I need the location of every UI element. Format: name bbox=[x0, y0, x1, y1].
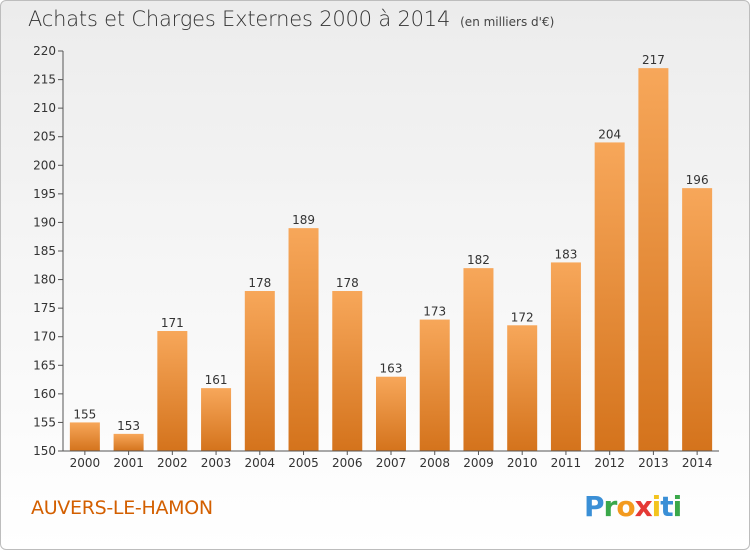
x-tick-label: 2000 bbox=[70, 456, 101, 470]
y-tick-label: 190 bbox=[33, 215, 56, 229]
proxiti-logo: Proxiti bbox=[584, 490, 682, 523]
y-tick-label: 180 bbox=[33, 273, 56, 287]
x-tick-label: 2014 bbox=[682, 456, 713, 470]
y-tick-label: 195 bbox=[33, 187, 56, 201]
bar-value-label: 189 bbox=[292, 213, 315, 227]
x-tick-label: 2011 bbox=[551, 456, 582, 470]
bar bbox=[113, 433, 144, 451]
x-tick-label: 2005 bbox=[288, 456, 319, 470]
bar bbox=[594, 142, 625, 451]
bar bbox=[682, 188, 713, 451]
x-tick-label: 2007 bbox=[376, 456, 407, 470]
x-tick-label: 2009 bbox=[463, 456, 494, 470]
bars: 155 153 171 161 178 189 178 163 173 182 172 183 204 2… bbox=[69, 53, 713, 452]
commune-name: AUVERS-LE-HAMON bbox=[31, 497, 213, 519]
x-tick-label: 2013 bbox=[638, 456, 669, 470]
y-tick-label: 160 bbox=[33, 387, 56, 401]
bar bbox=[376, 376, 406, 451]
bar bbox=[201, 388, 232, 451]
x-tick-label: 2012 bbox=[594, 456, 625, 470]
x-tick-label: 2010 bbox=[507, 456, 538, 470]
bar-value-label: 173 bbox=[423, 305, 446, 319]
chart-title: Achats et Charges Externes 2000 à 2014 (e… bbox=[28, 7, 554, 31]
bar-value-label: 178 bbox=[248, 276, 271, 290]
y-tick-label: 220 bbox=[33, 44, 56, 58]
bar-value-label: 204 bbox=[598, 127, 621, 141]
bar bbox=[463, 268, 494, 451]
x-tick-label: 2002 bbox=[157, 456, 188, 470]
y-axis: 150 155 160 165 170 175 180 185 190 195 200 205 210 2… bbox=[33, 44, 64, 458]
chart-unit: (en milliers d'€) bbox=[460, 15, 555, 29]
bar bbox=[507, 325, 538, 451]
bar-value-label: 182 bbox=[467, 253, 490, 267]
bar-value-label: 196 bbox=[686, 173, 709, 187]
y-tick-label: 165 bbox=[33, 358, 56, 372]
bar-value-label: 163 bbox=[380, 362, 403, 376]
bar-value-label: 171 bbox=[161, 316, 184, 330]
bar bbox=[332, 291, 363, 451]
bar bbox=[550, 262, 581, 451]
bar bbox=[69, 422, 100, 451]
bar bbox=[638, 68, 669, 452]
y-tick-label: 175 bbox=[33, 301, 56, 315]
y-tick-label: 170 bbox=[33, 330, 56, 344]
x-tick-label: 2004 bbox=[245, 456, 276, 470]
y-tick-label: 205 bbox=[33, 130, 56, 144]
bar-value-label: 178 bbox=[336, 276, 359, 290]
bar-value-label: 217 bbox=[642, 53, 665, 67]
y-tick-label: 215 bbox=[33, 73, 56, 87]
bar-value-label: 172 bbox=[511, 310, 534, 324]
x-axis: 2000 2001 2002 2003 2004 2005 2006 2007 2008 2009… bbox=[63, 450, 719, 470]
bar-value-label: 183 bbox=[554, 247, 577, 261]
bar-value-label: 155 bbox=[73, 407, 96, 421]
bar-value-label: 153 bbox=[117, 419, 140, 433]
y-tick-label: 150 bbox=[33, 444, 56, 458]
y-tick-label: 210 bbox=[33, 101, 56, 115]
bar bbox=[244, 291, 275, 451]
bar bbox=[288, 228, 319, 451]
y-tick-label: 185 bbox=[33, 244, 56, 258]
y-tick-label: 200 bbox=[33, 158, 56, 172]
bar-value-label: 161 bbox=[205, 373, 228, 387]
x-tick-label: 2008 bbox=[419, 456, 450, 470]
x-tick-label: 2001 bbox=[113, 456, 144, 470]
bar bbox=[157, 331, 188, 451]
chart-title-text: Achats et Charges Externes 2000 à 2014 bbox=[28, 7, 451, 31]
y-tick-label: 155 bbox=[33, 415, 56, 429]
x-tick-label: 2003 bbox=[201, 456, 232, 470]
bar bbox=[419, 319, 450, 451]
x-tick-label: 2006 bbox=[332, 456, 363, 470]
